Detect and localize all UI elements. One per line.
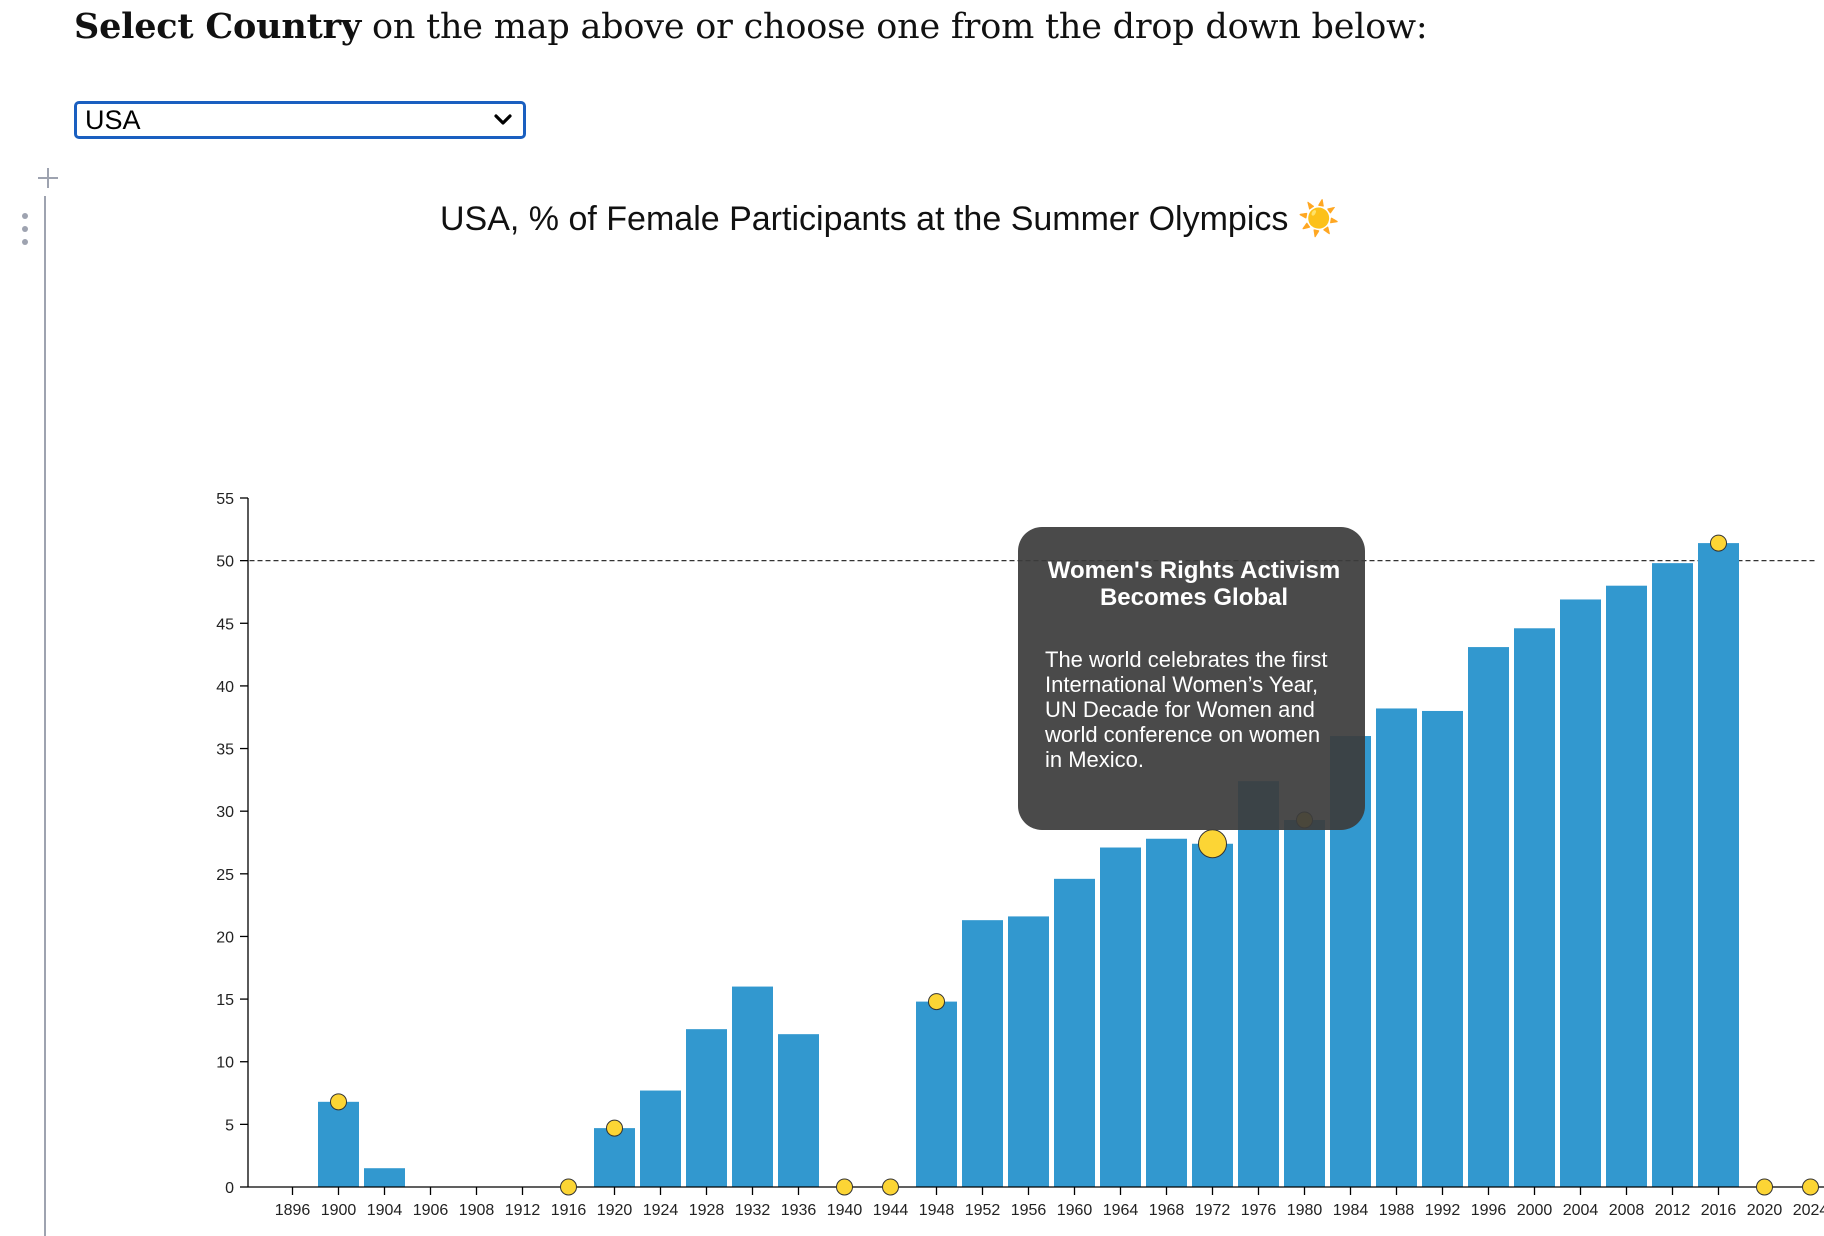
bar-1932[interactable] — [732, 986, 773, 1187]
bar-2008[interactable] — [1606, 585, 1647, 1187]
x-tick-label-1980: 1980 — [1287, 1202, 1323, 1219]
event-marker-1916[interactable] — [560, 1178, 577, 1196]
y-axis: 0 5 10 15 20 25 30 35 40 45 50 55 — [216, 491, 249, 1197]
y-tick-label-45: 45 — [216, 616, 234, 633]
event-marker-1920[interactable] — [606, 1119, 623, 1137]
y-tick-label-0: 0 — [225, 1180, 234, 1197]
event-marker-2020[interactable] — [1756, 1178, 1773, 1196]
bar-2012[interactable] — [1652, 563, 1693, 1187]
y-tick-label-30: 30 — [216, 804, 234, 821]
x-tick-label-1948: 1948 — [919, 1202, 955, 1219]
event-markers — [330, 534, 1819, 1196]
chart-title: USA, % of Female Participants at the Sum… — [440, 198, 1340, 239]
bar-2004[interactable] — [1560, 599, 1601, 1187]
x-tick-label-1928: 1928 — [689, 1202, 725, 1219]
y-tick-label-35: 35 — [216, 742, 234, 759]
bar-1988[interactable] — [1376, 708, 1417, 1187]
tooltip-title: Women's Rights Activism Becomes Global — [1047, 557, 1341, 611]
x-tick-label-1932: 1932 — [735, 1202, 771, 1219]
x-tick-label-1988: 1988 — [1379, 1202, 1415, 1219]
intro-text: Select Country on the map above or choos… — [74, 6, 1428, 47]
x-tick-label-1944: 1944 — [873, 1202, 909, 1219]
event-marker-1972[interactable] — [1198, 829, 1227, 859]
bar-1976[interactable] — [1238, 781, 1279, 1187]
x-tick-label-2008: 2008 — [1609, 1202, 1645, 1219]
event-marker-2016[interactable] — [1710, 534, 1727, 552]
bar-1936[interactable] — [778, 1034, 819, 1187]
block-guide-line — [44, 196, 46, 1236]
x-tick-label-1900: 1900 — [321, 1202, 357, 1219]
x-tick-label-1976: 1976 — [1241, 1202, 1277, 1219]
bar-1964[interactable] — [1100, 847, 1141, 1187]
event-marker-1900[interactable] — [330, 1093, 347, 1111]
tooltip-body: The world celebrates the first Internati… — [1045, 647, 1328, 772]
bar-2016[interactable] — [1698, 543, 1739, 1187]
event-marker-1940[interactable] — [836, 1178, 853, 1196]
y-tick-label-10: 10 — [216, 1055, 234, 1072]
x-tick-label-1960: 1960 — [1057, 1202, 1093, 1219]
x-tick-label-2024: 2024 — [1793, 1202, 1824, 1219]
intro-bold: Select Country — [74, 6, 362, 47]
event-marker-1948[interactable] — [928, 993, 945, 1011]
y-tick-label-25: 25 — [216, 867, 234, 884]
x-tick-label-1940: 1940 — [827, 1202, 863, 1219]
bar-1948[interactable] — [916, 1001, 957, 1187]
x-tick-label-1908: 1908 — [459, 1202, 495, 1219]
x-tick-label-1972: 1972 — [1195, 1202, 1231, 1219]
y-tick-label-20: 20 — [216, 929, 234, 946]
x-tick-label-1984: 1984 — [1333, 1202, 1369, 1219]
x-tick-label-1920: 1920 — [597, 1202, 633, 1219]
x-axis: 1896 1900 1904 1906 1908 1912 1916 1920 1924 1928… — [248, 1186, 1824, 1219]
country-select-value: USA — [85, 105, 141, 135]
bar-1904[interactable] — [364, 1168, 405, 1187]
bar-1956[interactable] — [1008, 916, 1049, 1187]
vertical-dots-icon[interactable] — [20, 212, 30, 246]
bar-1900[interactable] — [318, 1101, 359, 1187]
x-tick-label-1916: 1916 — [551, 1202, 587, 1219]
x-tick-label-1936: 1936 — [781, 1202, 817, 1219]
plus-icon[interactable] — [36, 166, 60, 190]
x-tick-label-1952: 1952 — [965, 1202, 1001, 1219]
y-tick-label-15: 15 — [216, 992, 234, 1009]
x-tick-label-1996: 1996 — [1471, 1202, 1507, 1219]
x-tick-label-2016: 2016 — [1701, 1202, 1737, 1219]
x-tick-label-1956: 1956 — [1011, 1202, 1047, 1219]
x-tick-label-1924: 1924 — [643, 1202, 679, 1219]
bar-1972[interactable] — [1192, 843, 1233, 1187]
bar-1928[interactable] — [686, 1029, 727, 1187]
x-tick-label-1904: 1904 — [367, 1202, 403, 1219]
intro-rest: on the map above or choose one from the … — [361, 7, 1428, 47]
x-tick-label-1968: 1968 — [1149, 1202, 1185, 1219]
y-tick-label-50: 50 — [216, 554, 234, 571]
bar-1996[interactable] — [1468, 647, 1509, 1187]
y-tick-label-55: 55 — [216, 491, 234, 508]
bar-2000[interactable] — [1514, 628, 1555, 1187]
bar-1992[interactable] — [1422, 710, 1463, 1187]
event-marker-2024[interactable] — [1802, 1178, 1819, 1196]
x-tick-label-1992: 1992 — [1425, 1202, 1461, 1219]
x-tick-label-2004: 2004 — [1563, 1202, 1599, 1219]
y-tick-label-5: 5 — [225, 1117, 234, 1134]
bar-1960[interactable] — [1054, 878, 1095, 1187]
x-tick-label-1912: 1912 — [505, 1202, 541, 1219]
bar-1924[interactable] — [640, 1090, 681, 1187]
chevron-down-icon — [494, 114, 512, 125]
x-tick-label-1896: 1896 — [275, 1202, 311, 1219]
x-tick-label-1906: 1906 — [413, 1202, 449, 1219]
bar-1980[interactable] — [1284, 819, 1325, 1187]
country-select[interactable]: USA — [74, 101, 526, 139]
bar-1952[interactable] — [962, 920, 1003, 1187]
event-marker-1944[interactable] — [882, 1178, 899, 1196]
x-tick-label-1964: 1964 — [1103, 1202, 1139, 1219]
bar-1968[interactable] — [1146, 838, 1187, 1187]
y-tick-label-40: 40 — [216, 679, 234, 696]
bars — [318, 543, 1739, 1187]
x-tick-label-2000: 2000 — [1517, 1202, 1553, 1219]
event-tooltip: Women's Rights Activism Becomes Global T… — [1018, 527, 1365, 830]
bar-1920[interactable] — [594, 1128, 635, 1187]
x-tick-label-2012: 2012 — [1655, 1202, 1691, 1219]
x-tick-label-2020: 2020 — [1747, 1202, 1783, 1219]
